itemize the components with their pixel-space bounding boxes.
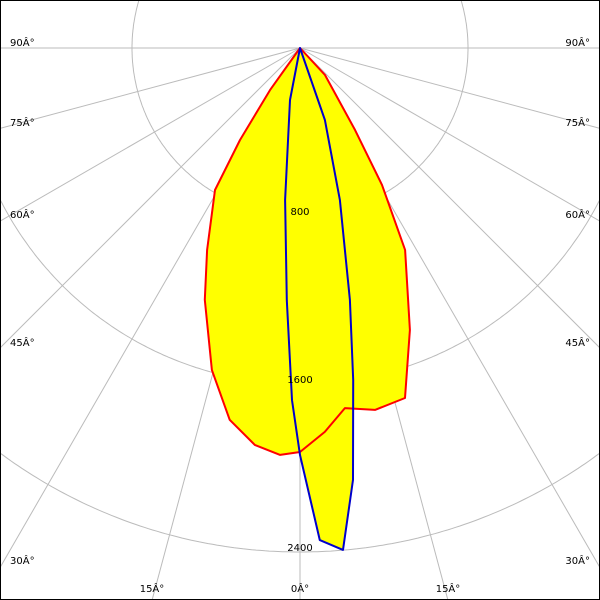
radial-gridline: [299, 47, 600, 222]
series-fills: [204, 48, 410, 550]
angle-labels: 0Â° 15Â° 30Â° 45Â° 60Â° 75Â° 90Â° 15Â° 30Â° 45Â° 6…: [10, 36, 590, 595]
angle-label-60: 60Â°: [10, 208, 35, 221]
angle-label-90: 90Â°: [10, 36, 35, 49]
radial-tick-label: 2400: [287, 543, 312, 554]
radial-tick-label: 1600: [287, 375, 312, 386]
angle-label-right-75: 75Â°: [565, 116, 590, 129]
angle-label-30: 30Â°: [10, 554, 35, 567]
angle-label-45: 45Â°: [10, 336, 35, 349]
radial-gridline: [299, 47, 600, 349]
radial-gridline: [0, 47, 301, 349]
angle-label-right-30: 30Â°: [565, 554, 590, 567]
angle-label-right-15: 15Â°: [436, 582, 461, 595]
angle-label-0: 0Â°: [291, 582, 309, 595]
angle-label-right-60: 60Â°: [565, 208, 590, 221]
angle-label-75: 75Â°: [10, 116, 35, 129]
radial-gridline: [0, 47, 301, 222]
radial-tick-labels: 800 1600 2400: [287, 207, 312, 554]
series-lines: [203, 47, 411, 551]
angle-label-right-45: 45Â°: [565, 336, 590, 349]
series-fill-1: [285, 48, 354, 550]
angle-label-right-90: 90Â°: [565, 36, 590, 49]
radial-gridline: [0, 47, 301, 129]
radial-gridline: [299, 47, 600, 129]
radial-tick-label: 800: [290, 207, 309, 218]
angle-label-15: 15Â°: [140, 582, 165, 595]
series-line-1: [284, 47, 355, 551]
ring-gridline: [0, 452, 600, 553]
